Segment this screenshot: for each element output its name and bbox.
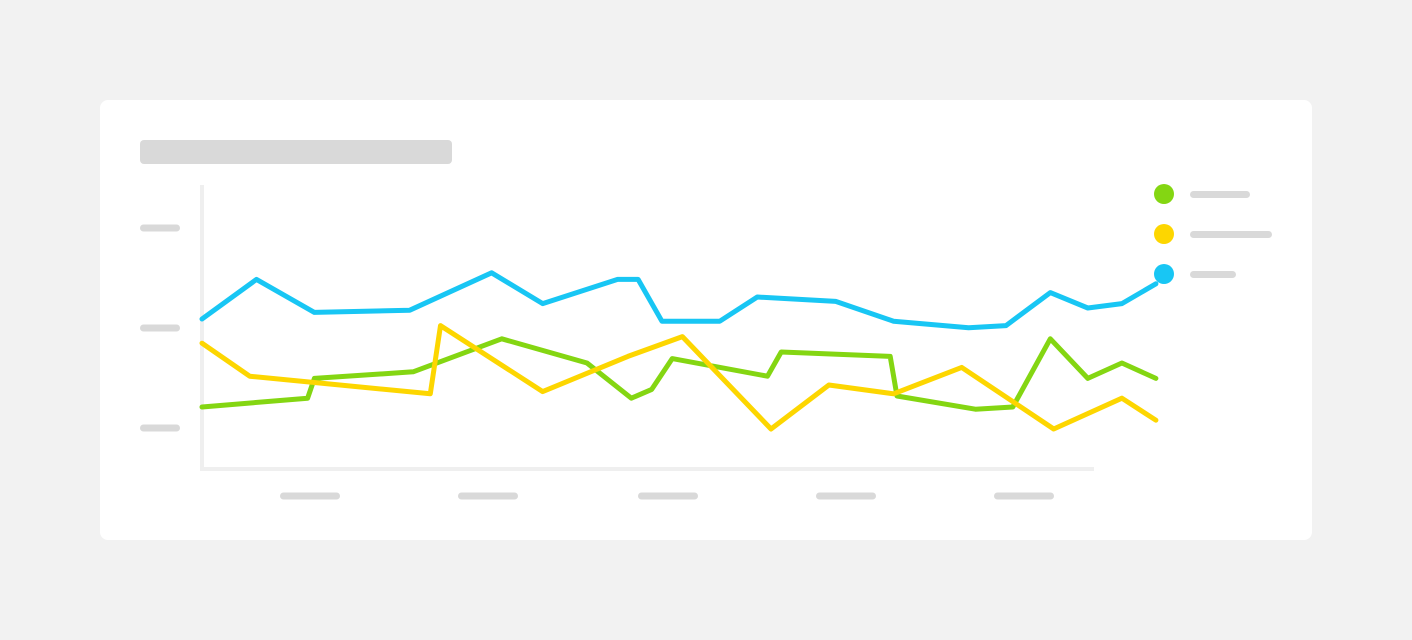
y-tick-placeholders bbox=[140, 224, 180, 432]
x-tick-placeholder-5 bbox=[994, 492, 1054, 500]
legend-label-placeholder-1 bbox=[1190, 191, 1250, 198]
x-tick-placeholder-3 bbox=[638, 492, 698, 500]
series-line-1 bbox=[199, 336, 1159, 412]
legend-label-placeholder-2 bbox=[1190, 231, 1272, 238]
x-tick-placeholder-2 bbox=[458, 492, 518, 500]
legend-swatch-3 bbox=[1154, 264, 1174, 284]
y-tick-placeholder-2 bbox=[140, 324, 180, 332]
series-line-3 bbox=[199, 270, 1159, 331]
chart-card bbox=[100, 100, 1312, 540]
series-lines bbox=[199, 270, 1159, 432]
x-tick-placeholders bbox=[280, 492, 1054, 500]
legend-swatch-2 bbox=[1154, 224, 1174, 244]
legend-swatch-1 bbox=[1154, 184, 1174, 204]
y-tick-placeholder-3 bbox=[140, 424, 180, 432]
x-tick-placeholder-4 bbox=[816, 492, 876, 500]
x-tick-placeholder-1 bbox=[280, 492, 340, 500]
legend-label-placeholder-3 bbox=[1190, 271, 1236, 278]
line-chart bbox=[140, 185, 1159, 500]
chart-title-placeholder bbox=[140, 140, 452, 164]
y-tick-placeholder-1 bbox=[140, 224, 180, 232]
series-line-2 bbox=[199, 323, 1159, 432]
